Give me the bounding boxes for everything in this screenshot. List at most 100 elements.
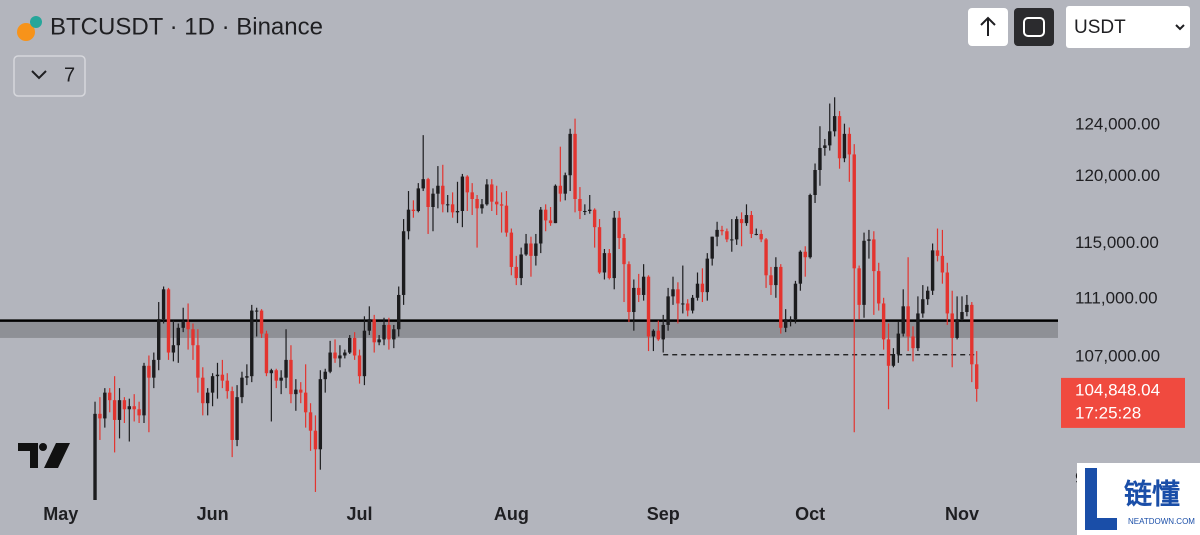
candle-body — [445, 204, 450, 206]
candle-body — [98, 413, 102, 419]
candle-body — [945, 272, 950, 314]
candle-body — [485, 184, 489, 205]
indicator-count: 7 — [64, 64, 75, 86]
candle-body — [534, 243, 538, 256]
candle-body — [490, 184, 494, 202]
candle-body — [529, 243, 533, 256]
candle-body — [543, 209, 548, 221]
candle-body — [911, 336, 915, 349]
candle-body — [837, 116, 842, 159]
candle-body — [176, 327, 180, 346]
candle-body — [367, 319, 372, 331]
candle-body — [960, 312, 964, 320]
candle-body — [592, 209, 597, 228]
candle-body — [328, 352, 332, 372]
candle-body — [901, 306, 905, 334]
candle-body — [588, 209, 592, 212]
candle-body — [504, 205, 509, 233]
candle-body — [313, 430, 318, 450]
candle-body — [460, 176, 465, 212]
candle-body — [157, 319, 161, 360]
candle-body — [788, 319, 793, 321]
candle-body — [147, 365, 151, 378]
indicator-toggle[interactable] — [13, 55, 86, 97]
y-tick-label: 124,000.00 — [1075, 114, 1160, 133]
candle-body — [783, 319, 788, 328]
candle-body — [436, 185, 440, 194]
candle-body — [759, 233, 763, 240]
candle-body — [568, 133, 572, 176]
candle-body — [509, 232, 514, 267]
tv-logo-dot — [39, 443, 47, 451]
candle-body — [867, 239, 871, 241]
candle-body — [357, 355, 362, 377]
candle-body — [950, 313, 954, 338]
candle-body — [832, 116, 837, 132]
candle-body — [739, 219, 744, 224]
x-tick-label: Aug — [494, 504, 529, 524]
candle-body — [617, 217, 621, 239]
x-tick-label: Sep — [647, 504, 680, 524]
candle-body — [269, 370, 274, 374]
candle-body — [734, 219, 739, 240]
price-tag-box — [1061, 377, 1185, 428]
candle-body — [940, 255, 945, 273]
candle-body — [181, 322, 185, 328]
candle-body — [245, 376, 249, 378]
candle-body — [254, 310, 259, 312]
candle-body — [220, 374, 225, 381]
candle-body — [127, 406, 132, 410]
countdown: 17:25:28 — [1075, 403, 1141, 422]
candle-body — [377, 339, 381, 343]
chevron — [1175, 24, 1185, 31]
candle-body — [142, 365, 146, 416]
candle-body — [259, 310, 264, 334]
candle-body — [852, 154, 856, 269]
candle-body — [323, 371, 327, 380]
candle-body — [793, 283, 798, 320]
candle-body — [117, 400, 122, 420]
candle-body — [583, 211, 587, 213]
candle-body — [93, 413, 97, 500]
currency-label: USDT — [1074, 17, 1126, 38]
candle-body — [637, 287, 641, 295]
y-tick-label: 107,000.00 — [1075, 346, 1160, 365]
candle-body — [455, 211, 460, 213]
candle-body — [514, 266, 518, 279]
candle-body — [661, 324, 665, 340]
candle-body — [808, 195, 812, 258]
candle-body — [847, 133, 852, 155]
candle-body — [651, 330, 656, 337]
tv-logo — [18, 443, 70, 468]
candle-body — [171, 345, 176, 353]
candle-body — [205, 392, 210, 404]
candle-body — [695, 283, 700, 298]
candle-body — [818, 147, 822, 171]
candle-body — [215, 374, 220, 377]
watermark-logo — [1085, 468, 1117, 530]
candle-body — [612, 217, 616, 279]
price-tag: 104,848.04 17:25:28 — [1061, 377, 1185, 428]
candle-body — [338, 355, 342, 359]
fullscreen-button[interactable] — [1014, 8, 1054, 46]
candle-body — [573, 133, 577, 199]
candle-body — [318, 379, 323, 450]
x-tick-label: Jun — [197, 504, 229, 524]
candle-body — [764, 239, 768, 276]
candle-body — [235, 397, 239, 440]
currency-select[interactable] — [1066, 6, 1190, 48]
candle-body — [622, 238, 626, 265]
candle-body — [597, 227, 602, 273]
candle-body — [132, 406, 136, 410]
candle-body — [930, 250, 935, 291]
candle-body — [289, 359, 293, 395]
candle-body — [548, 220, 553, 224]
candle-body — [715, 229, 719, 237]
candle-body — [857, 268, 861, 305]
candle-body — [401, 231, 406, 295]
y-tick-label: 120,000.00 — [1075, 166, 1160, 185]
x-tick-label: Jul — [347, 504, 373, 524]
candle-body — [108, 392, 112, 401]
candle-body — [935, 250, 940, 256]
